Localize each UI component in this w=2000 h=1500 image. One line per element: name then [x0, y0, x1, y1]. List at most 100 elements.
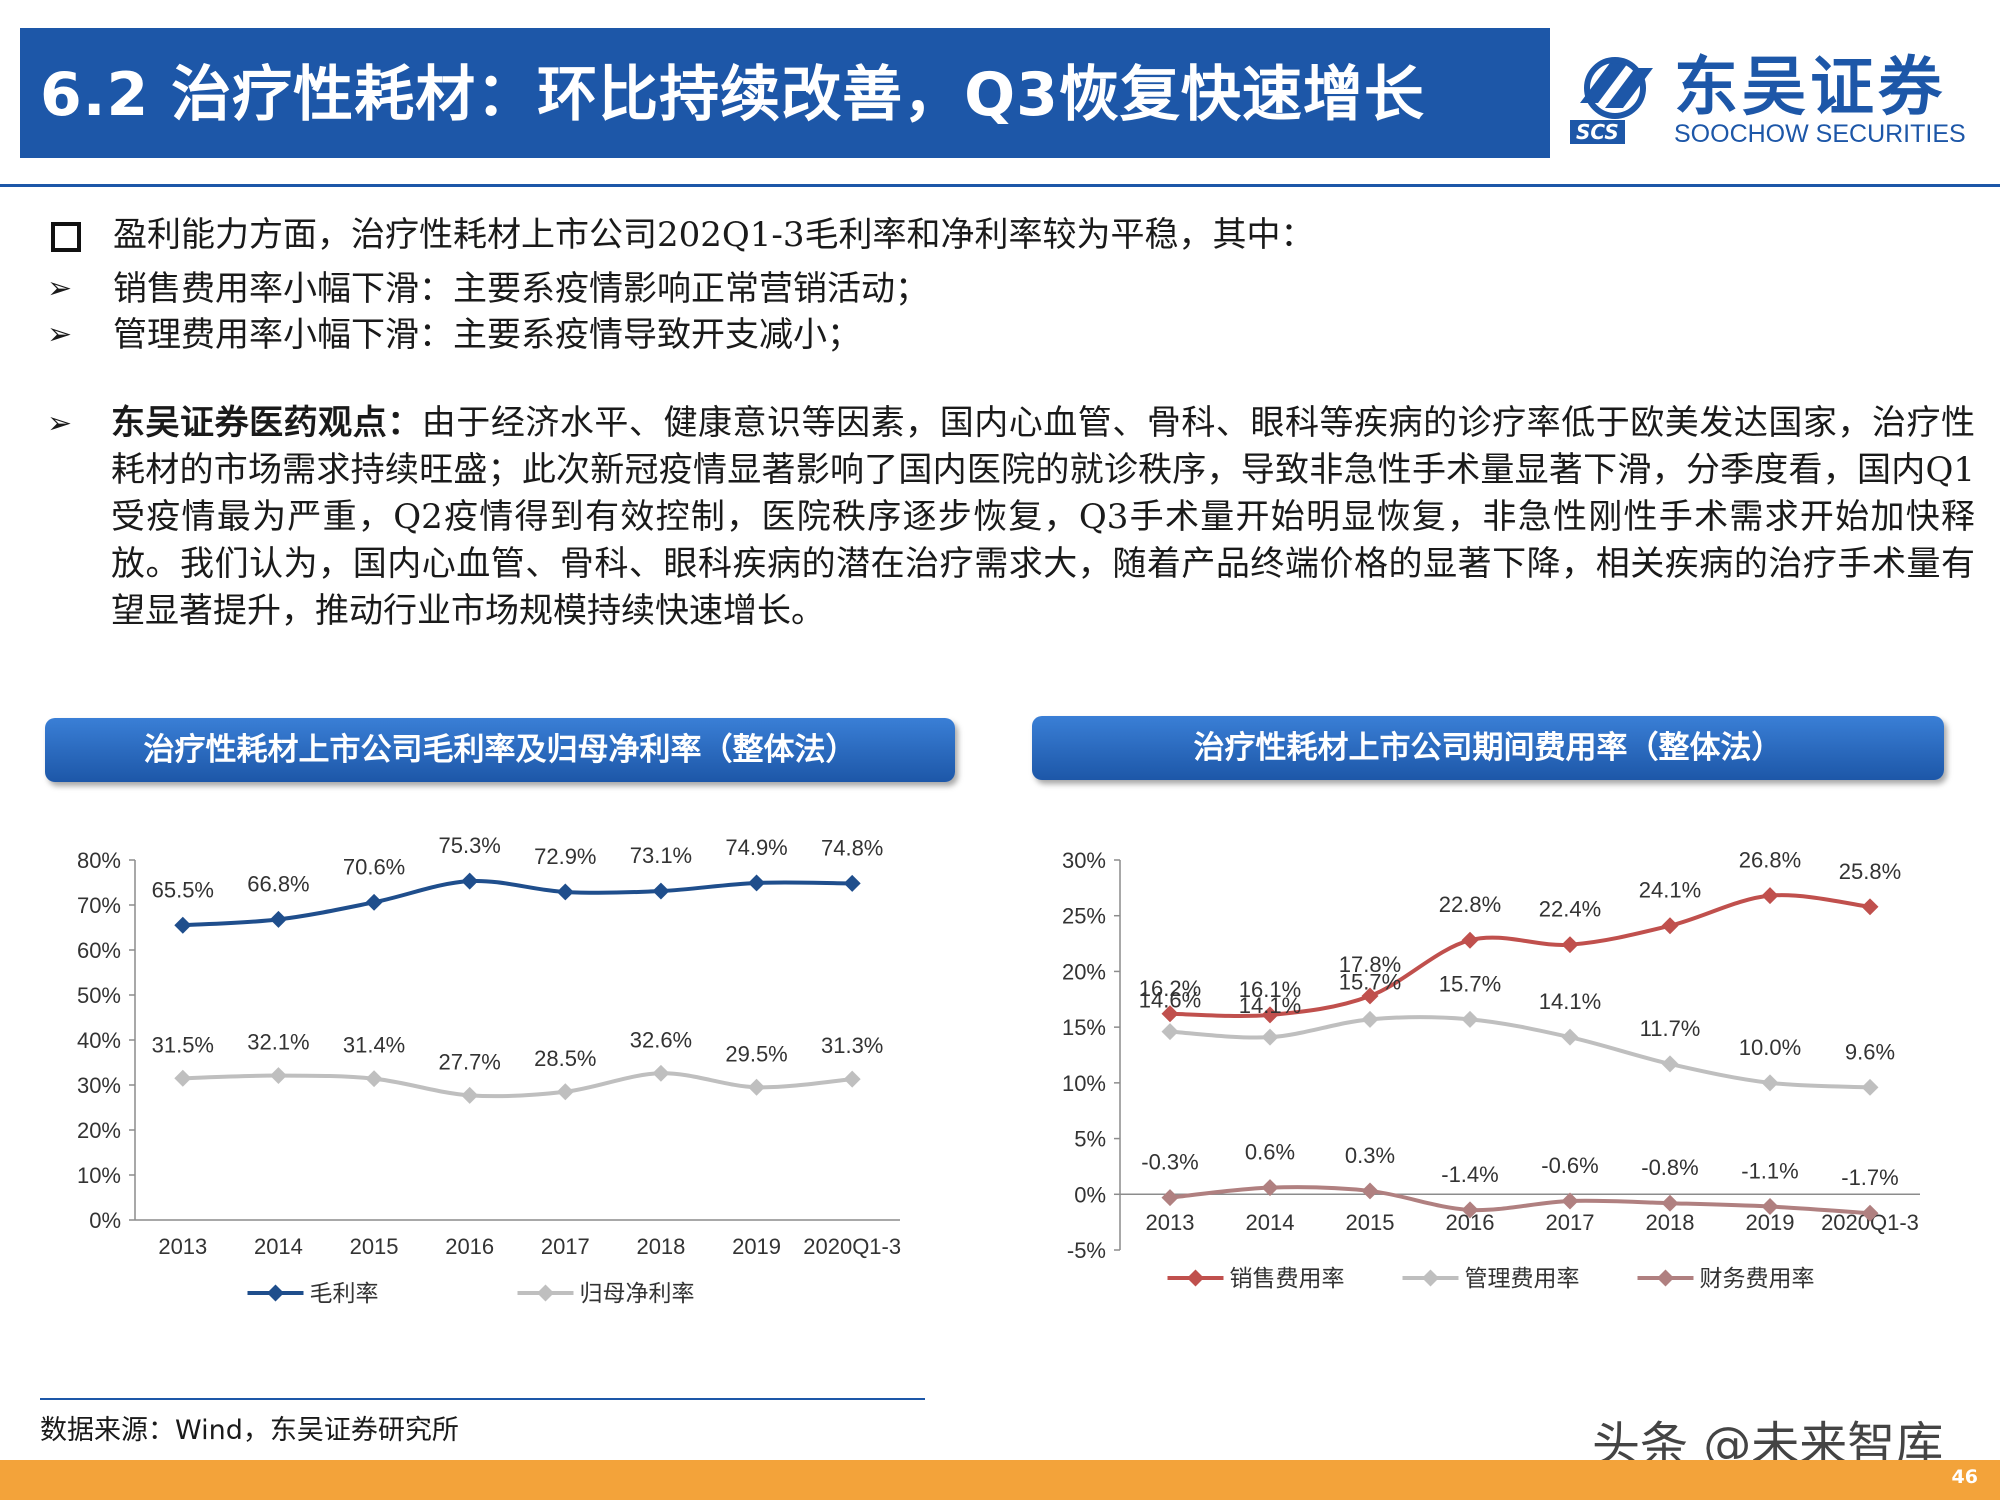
data-point-marker: [461, 872, 479, 890]
y-tick-label: 70%: [77, 893, 121, 918]
company-logo: SCS 东吴证券 SOOCHOW SECURITIES: [1570, 48, 1980, 158]
data-label: -0.3%: [1141, 1150, 1198, 1175]
series-line: [1169, 1015, 1871, 1090]
legend-label: 管理费用率: [1465, 1265, 1580, 1291]
y-tick-label: 30%: [77, 1073, 121, 1098]
data-point-marker: [1761, 887, 1779, 905]
chart-title-expenses: 治疗性耗材上市公司期间费用率（整体法）: [1032, 716, 1944, 780]
scs-logo-icon: [1580, 57, 1653, 119]
y-tick-label: 60%: [77, 938, 121, 963]
x-tick-label: 2016: [445, 1234, 494, 1259]
x-tick-label: 2013: [1146, 1210, 1195, 1235]
data-point-marker: [748, 874, 766, 892]
legend-label: 毛利率: [310, 1280, 379, 1306]
data-label: -0.6%: [1541, 1153, 1598, 1178]
data-point-marker: [174, 916, 192, 934]
y-tick-label: 80%: [77, 848, 121, 873]
data-label: 31.5%: [152, 1032, 214, 1057]
data-point-marker: [1461, 931, 1479, 949]
data-point-marker: [1661, 917, 1679, 935]
data-label: -0.8%: [1641, 1155, 1698, 1180]
x-tick-label: 2020Q1-3: [803, 1234, 901, 1259]
data-point-marker: [1161, 1023, 1179, 1041]
legend-label: 财务费用率: [1700, 1265, 1815, 1291]
data-point-marker: [1561, 936, 1579, 954]
page-title: 6.2 治疗性耗材：环比持续改善，Q3恢复快速增长: [40, 60, 1425, 130]
bullet-text: 销售费用率小幅下滑：主要系疫情影响正常营销活动；: [113, 269, 929, 309]
y-tick-label: 10%: [1062, 1071, 1106, 1096]
header-divider: [0, 184, 2000, 187]
arrow-bullet-icon: ➢: [47, 271, 73, 306]
data-point-marker: [1461, 1010, 1479, 1028]
data-point-marker: [1661, 1194, 1679, 1212]
data-point-marker: [1861, 898, 1879, 916]
data-label: 14.6%: [1139, 988, 1201, 1013]
series-line: [182, 878, 853, 928]
legend-label: 销售费用率: [1230, 1265, 1345, 1291]
data-label: 14.1%: [1539, 989, 1601, 1014]
data-label: 22.4%: [1539, 897, 1601, 922]
header-bar: [20, 28, 1550, 158]
data-point-marker: [269, 1067, 287, 1085]
data-label: 0.3%: [1345, 1143, 1395, 1168]
data-point-marker: [652, 1064, 670, 1082]
x-tick-label: 2013: [158, 1234, 207, 1259]
legend-swatch-marker: [1422, 1269, 1439, 1287]
data-source: 数据来源：Wind，东吴证券研究所: [40, 1415, 459, 1446]
footer-bar: [0, 1460, 2000, 1500]
y-tick-label: 5%: [1074, 1127, 1106, 1152]
data-label: 11.7%: [1640, 1016, 1701, 1041]
data-point-marker: [365, 1070, 383, 1088]
x-tick-label: 2015: [1346, 1210, 1395, 1235]
legend-swatch-marker: [1657, 1269, 1674, 1287]
y-tick-label: 15%: [1062, 1015, 1106, 1040]
legend-swatch-marker: [267, 1284, 284, 1302]
series-line: [182, 1071, 853, 1099]
data-point-marker: [1761, 1074, 1779, 1092]
data-label: 74.9%: [725, 835, 787, 860]
x-tick-label: 2015: [350, 1234, 399, 1259]
y-tick-label: -5%: [1067, 1238, 1106, 1263]
data-label: 15.7%: [1439, 971, 1501, 996]
data-point-marker: [1261, 1028, 1279, 1046]
square-bullet-icon: [45, 212, 113, 266]
data-label: 32.1%: [247, 1030, 309, 1055]
analyst-view-body: 由于经济水平、健康意识等因素，国内心血管、骨科、眼科等疾病的诊疗率低于欧美发达国…: [111, 403, 1976, 631]
data-point-marker: [1561, 1028, 1579, 1046]
data-point-marker: [843, 874, 861, 892]
bullet-list: 盈利能力方面，治疗性耗材上市公司202Q1-3毛利率和净利率较为平稳，其中： ➢…: [45, 212, 1975, 358]
arrow-bullet-icon: ➢: [47, 317, 73, 352]
data-label: 10.0%: [1739, 1035, 1801, 1060]
data-point-marker: [269, 910, 287, 928]
data-label: 16.1%: [1239, 977, 1301, 1002]
data-point-marker: [843, 1070, 861, 1088]
logo-abbr: SCS: [1570, 120, 1625, 144]
analyst-view: ➢ 东吴证券医药观点：由于经济水平、健康意识等因素，国内心血管、骨科、眼科等疾病…: [45, 400, 1975, 635]
data-label: 17.8%: [1339, 952, 1401, 977]
data-label: 15.7%: [1339, 969, 1401, 994]
data-point-marker: [365, 893, 383, 911]
data-label: 25.8%: [1839, 859, 1901, 884]
y-tick-label: 0%: [89, 1208, 121, 1233]
bullet-item: ➢ 管理费用率小幅下滑：主要系疫情导致开支减小；: [45, 312, 1975, 358]
data-point-marker: [1361, 1182, 1379, 1200]
logo-english-name: SOOCHOW SECURITIES: [1674, 120, 1966, 148]
x-tick-label: 2014: [254, 1234, 303, 1259]
data-label: 14.1%: [1239, 993, 1301, 1018]
data-point-marker: [556, 1083, 574, 1101]
x-tick-label: 2017: [541, 1234, 590, 1259]
data-point-marker: [1861, 1078, 1879, 1096]
page-number: 46: [1951, 1466, 1978, 1488]
analyst-view-text: 东吴证券医药观点：由于经济水平、健康意识等因素，国内心血管、骨科、眼科等疾病的诊…: [111, 400, 1975, 635]
data-label: 66.8%: [247, 871, 309, 896]
data-label: 24.1%: [1639, 878, 1701, 903]
chart-title-margins: 治疗性耗材上市公司毛利率及归母净利率（整体法）: [45, 718, 955, 782]
data-label: 72.9%: [534, 844, 596, 869]
bullet-item: 盈利能力方面，治疗性耗材上市公司202Q1-3毛利率和净利率较为平稳，其中：: [45, 212, 1975, 266]
analyst-view-lead: 东吴证券医药观点：: [111, 403, 422, 443]
data-label: 32.6%: [630, 1027, 692, 1052]
series-line: [1169, 893, 1871, 1018]
y-tick-label: 20%: [1062, 959, 1106, 984]
y-tick-label: 25%: [1062, 904, 1106, 929]
data-point-marker: [174, 1069, 192, 1087]
